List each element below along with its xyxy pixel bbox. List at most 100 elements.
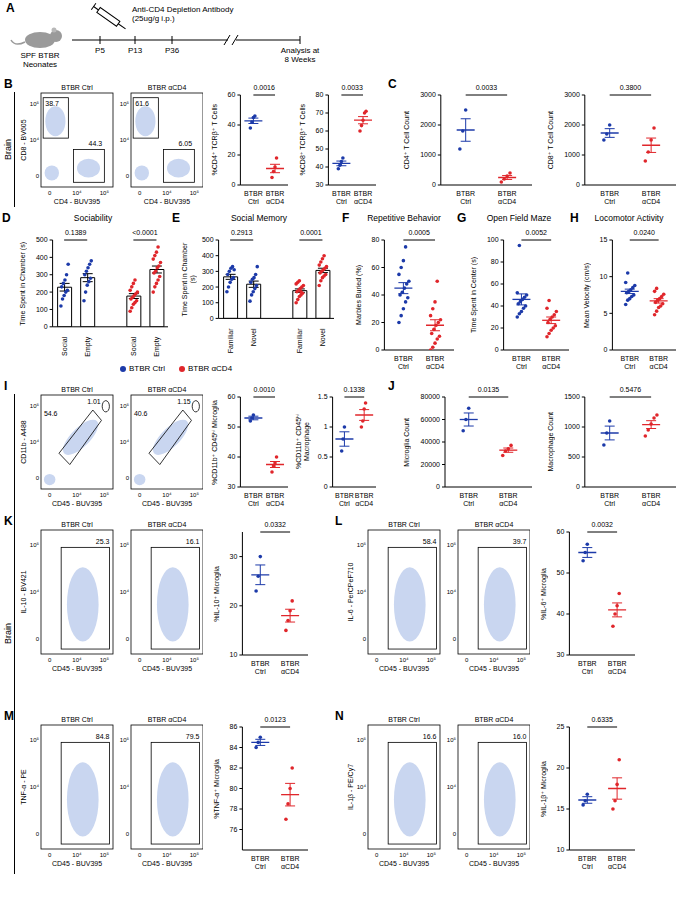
- svg-text:3000: 3000: [564, 91, 580, 98]
- svg-text:1.5: 1.5: [318, 393, 328, 400]
- svg-text:BTBRCtrl: BTBRCtrl: [620, 355, 639, 370]
- svg-text:0: 0: [126, 831, 130, 837]
- svg-text:10⁵: 10⁵: [190, 492, 200, 498]
- svg-text:10⁵: 10⁵: [357, 737, 367, 743]
- svg-text:10⁴: 10⁴: [30, 137, 40, 143]
- svg-text:60: 60: [228, 91, 236, 98]
- svg-text:0.3800: 0.3800: [620, 84, 642, 91]
- svg-text:50: 50: [557, 569, 565, 576]
- svg-text:BTBR Ctrl: BTBR Ctrl: [61, 386, 93, 393]
- svg-text:0: 0: [126, 475, 130, 481]
- svg-text:BTBRCtrl: BTBRCtrl: [394, 355, 413, 370]
- svg-text:10⁵: 10⁵: [100, 492, 110, 498]
- svg-text:0.0005: 0.0005: [408, 229, 430, 236]
- svg-text:82: 82: [230, 764, 238, 771]
- svg-text:BTBRαCD4: BTBRαCD4: [642, 190, 661, 205]
- svg-text:10: 10: [230, 651, 238, 658]
- svg-text:58.4: 58.4: [423, 538, 437, 545]
- svg-text:BTBR Ctrl: BTBR Ctrl: [388, 521, 420, 528]
- svg-text:CD4 - BUV395: CD4 - BUV395: [54, 198, 100, 205]
- svg-text:40.6: 40.6: [134, 410, 148, 417]
- svg-text:10⁵: 10⁵: [120, 542, 130, 548]
- svg-text:0.0240: 0.0240: [633, 229, 655, 236]
- svg-text:25.3: 25.3: [96, 538, 110, 545]
- svg-text:0.2913: 0.2913: [231, 229, 253, 236]
- svg-text:3000: 3000: [420, 91, 436, 98]
- svg-text:10⁵: 10⁵: [357, 542, 367, 548]
- svg-text:(25ug/g i.p.): (25ug/g i.p.): [132, 14, 175, 23]
- svg-text:0: 0: [363, 831, 367, 837]
- svg-text:BTBRαCD4: BTBRαCD4: [355, 492, 374, 507]
- svg-text:0: 0: [48, 657, 52, 663]
- svg-text:BTBRαCD4: BTBRαCD4: [542, 355, 561, 370]
- svg-text:CD8 - BV605: CD8 - BV605: [20, 119, 27, 160]
- svg-text:Familiar: Familiar: [227, 328, 234, 354]
- svg-text:10⁵: 10⁵: [427, 657, 437, 663]
- svg-text:Empty: Empty: [84, 336, 92, 356]
- svg-text:80: 80: [491, 258, 499, 265]
- svg-text:300: 300: [36, 271, 48, 278]
- svg-text:10⁵: 10⁵: [447, 737, 457, 743]
- svg-text:0.0332: 0.0332: [264, 521, 286, 528]
- svg-text:BTBR αCD4: BTBR αCD4: [148, 84, 187, 91]
- svg-text:0: 0: [495, 346, 499, 353]
- svg-text:0: 0: [138, 190, 142, 196]
- svg-text:BTBRαCD4: BTBRαCD4: [426, 355, 445, 370]
- svg-text:BTBR Ctrl: BTBR Ctrl: [388, 716, 420, 723]
- svg-text:0: 0: [436, 483, 440, 490]
- svg-text:2000: 2000: [420, 121, 436, 128]
- svg-text:CD45 - BUV395: CD45 - BUV395: [142, 500, 192, 507]
- svg-text:Social: Social: [61, 336, 68, 356]
- svg-text:80000: 80000: [421, 393, 441, 400]
- svg-text:10⁵: 10⁵: [30, 101, 40, 107]
- svg-text:Familiar: Familiar: [296, 328, 303, 354]
- svg-text:Social: Social: [130, 336, 137, 356]
- svg-text:Novel: Novel: [319, 328, 326, 346]
- svg-text:16.1: 16.1: [186, 538, 200, 545]
- svg-text:0: 0: [324, 483, 328, 490]
- svg-text:0.0135: 0.0135: [478, 386, 500, 393]
- svg-text:BTBR Ctrl: BTBR Ctrl: [61, 84, 93, 91]
- svg-text:1500: 1500: [564, 393, 580, 400]
- svg-text:40: 40: [372, 291, 380, 298]
- svg-text:10⁴: 10⁴: [162, 852, 172, 858]
- svg-text:CD45 - BUV395: CD45 - BUV395: [469, 860, 519, 867]
- svg-text:BTBRαCD4: BTBRαCD4: [498, 190, 517, 205]
- svg-text:0: 0: [432, 181, 436, 188]
- svg-text:10⁴: 10⁴: [399, 852, 409, 858]
- svg-text:10⁴: 10⁴: [72, 852, 82, 858]
- svg-text:CD45 - BUV395: CD45 - BUV395: [52, 860, 102, 867]
- svg-text:BTBRCtrl: BTBRCtrl: [600, 190, 619, 205]
- svg-text:30: 30: [228, 483, 236, 490]
- svg-text:10⁵: 10⁵: [100, 657, 110, 663]
- svg-text:80: 80: [316, 91, 324, 98]
- svg-text:BTBRCtrl: BTBRCtrl: [578, 855, 597, 870]
- svg-text:Empty: Empty: [153, 336, 161, 356]
- svg-text:BTBR Ctrl: BTBR Ctrl: [61, 521, 93, 528]
- svg-text:10⁵: 10⁵: [120, 403, 130, 409]
- svg-text:1000: 1000: [564, 423, 580, 430]
- svg-text:2000: 2000: [564, 121, 580, 128]
- svg-text:BTBRCtrl: BTBRCtrl: [456, 190, 475, 205]
- svg-text:BTBRαCD4: BTBRαCD4: [281, 855, 300, 870]
- svg-text:400: 400: [202, 252, 214, 259]
- svg-text:0: 0: [363, 636, 367, 642]
- svg-text:10⁵: 10⁵: [517, 657, 527, 663]
- svg-text:20: 20: [491, 324, 499, 331]
- svg-text:BTBR αCD4: BTBR αCD4: [475, 521, 514, 528]
- svg-text:40: 40: [228, 453, 236, 460]
- svg-text:BTBRαCD4: BTBRαCD4: [608, 855, 627, 870]
- svg-text:Neonates: Neonates: [23, 60, 57, 69]
- svg-text:50: 50: [316, 145, 324, 152]
- svg-text:IL-1β - PE/Cy7: IL-1β - PE/Cy7: [347, 764, 355, 810]
- svg-text:CD45 - BUV395: CD45 - BUV395: [379, 665, 429, 672]
- svg-text:40000: 40000: [421, 438, 441, 445]
- svg-text:20: 20: [557, 764, 565, 771]
- svg-text:20000: 20000: [421, 461, 441, 468]
- svg-text:80: 80: [372, 236, 380, 243]
- svg-text:1.15: 1.15: [177, 398, 191, 405]
- svg-text:39.7: 39.7: [513, 538, 527, 545]
- svg-text:10⁴: 10⁴: [162, 492, 172, 498]
- svg-text:10⁴: 10⁴: [447, 589, 457, 595]
- svg-text:BTBRCtrl: BTBRCtrl: [459, 492, 478, 507]
